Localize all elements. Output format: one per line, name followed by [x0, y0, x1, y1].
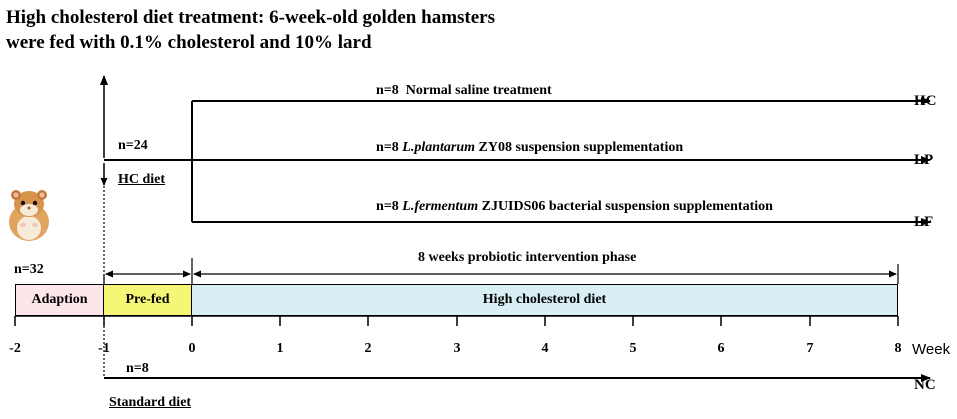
tick-label: 4 [541, 341, 549, 356]
intervention-phase-label: 8 weeks probiotic intervention phase [418, 250, 637, 265]
title-line-2: were fed with 0.1% cholesterol and 10% l… [6, 32, 372, 53]
tick-label: 0 [188, 341, 196, 356]
high-cholesterol-diet-box: High cholesterol diet [191, 284, 898, 316]
adaption-phase-box: Adaption [15, 284, 104, 316]
tick-label: 8 [894, 341, 902, 356]
hamster-image [4, 184, 54, 242]
lf-end-label: LF [914, 214, 934, 230]
tick-label: 1 [276, 341, 284, 356]
standard-diet-label: Standard diet [109, 395, 192, 410]
tick-label: 2 [364, 341, 372, 356]
timeline-ticks [14, 316, 899, 326]
tick-label: 7 [806, 341, 814, 356]
n24-label: n=24 [118, 138, 148, 153]
nc-end-label: NC [914, 377, 936, 393]
tick-label: 3 [453, 341, 461, 356]
hc-group-label: n=8 Normal saline treatment [376, 83, 552, 98]
lp-group-label: n=8 L.plantarum ZY08 suspension suppleme… [376, 140, 684, 155]
lf-group-label: n=8 L.fermentum ZJUIDS06 bacterial suspe… [376, 199, 773, 214]
tick-label: 6 [717, 341, 725, 356]
prefed-phase-box: Pre-fed [103, 284, 192, 316]
week-unit-label: Week [912, 341, 951, 358]
title-line-1: High cholesterol diet treatment: 6-week-… [6, 7, 495, 28]
tick-label: -2 [9, 341, 21, 356]
nc-n8-label: n=8 [126, 361, 149, 376]
tick-label: 5 [629, 341, 637, 356]
hc-diet-label: HC diet [118, 172, 166, 187]
hc-end-label: HC [914, 93, 937, 109]
tick-label: -1 [98, 341, 110, 356]
n32-label: n=32 [14, 262, 44, 277]
lp-end-label: LP [914, 152, 934, 168]
